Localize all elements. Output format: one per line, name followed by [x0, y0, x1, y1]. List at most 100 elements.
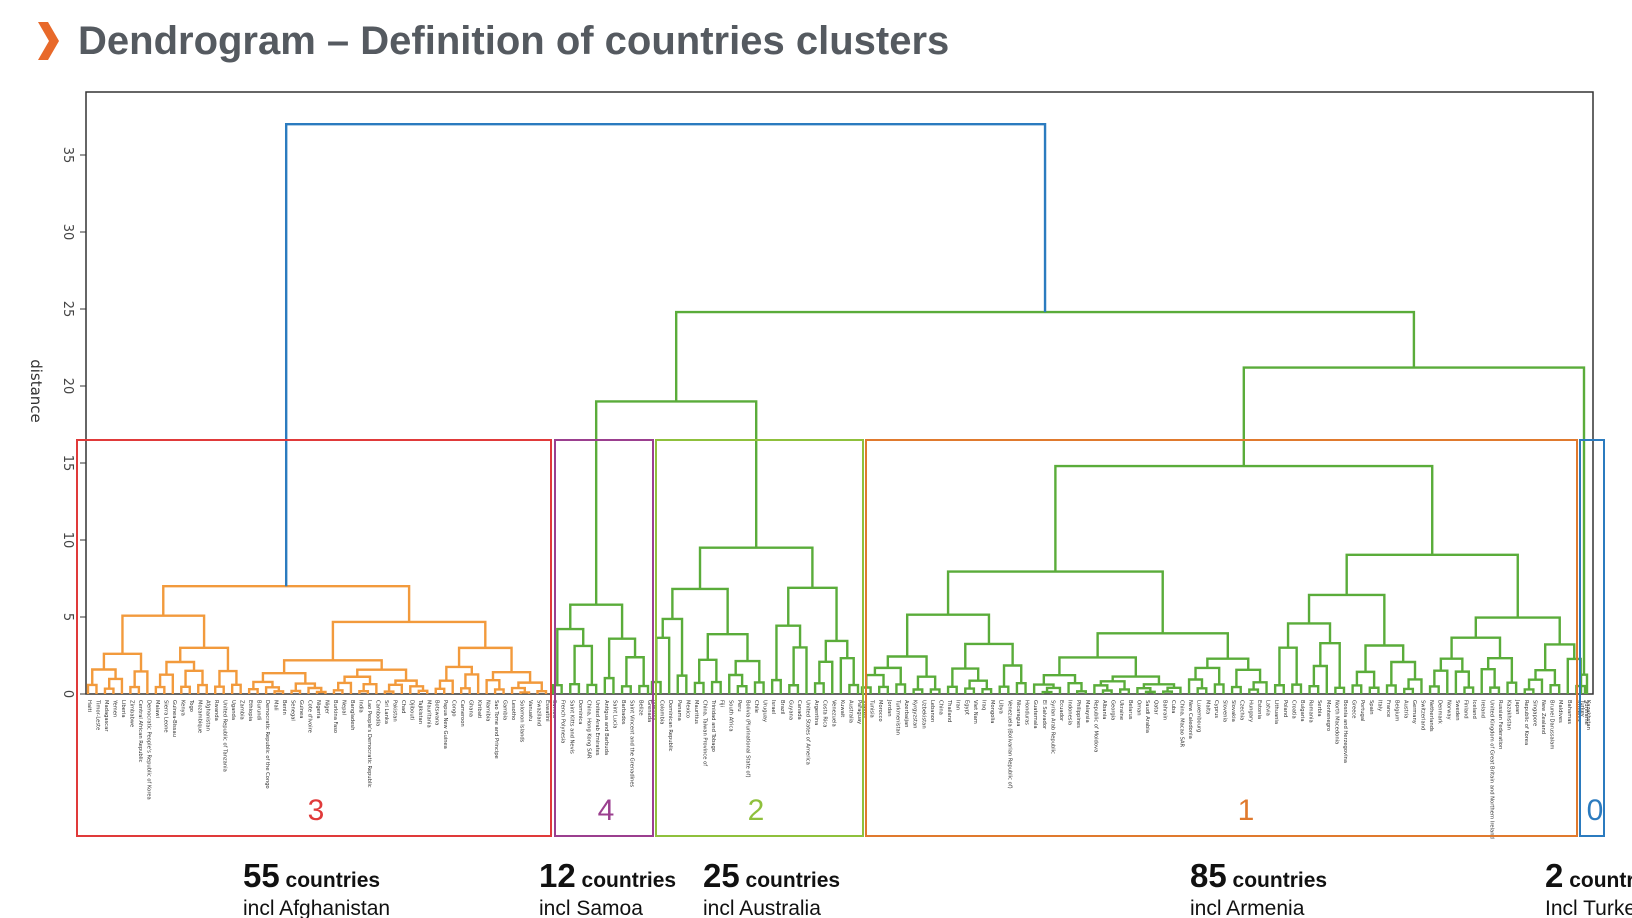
dendrogram-link: [698, 546, 814, 589]
dendrogram-link: [775, 624, 802, 681]
leaf-label: France: [1385, 700, 1391, 717]
dendrogram-link: [1489, 686, 1501, 694]
dendrogram-link: [813, 682, 825, 694]
leaf-label: Paraguay: [856, 700, 862, 724]
dendrogram-link: [865, 673, 885, 688]
dendrogram-link: [916, 675, 937, 690]
leaf-label: Rwanda: [213, 700, 219, 721]
leaf-label: Peru: [736, 700, 742, 712]
leaf-label: Azerbaijan: [903, 700, 909, 727]
leaf-label: Romania: [1308, 700, 1314, 723]
page-title: Dendrogram – Definition of countries clu…: [78, 19, 949, 63]
dendrogram-link: [1543, 643, 1576, 671]
cluster-3-label: 3: [308, 794, 325, 827]
leaf-label: Central African Republic: [137, 700, 143, 763]
dendrogram-link: [556, 627, 585, 686]
leaf-label: Panama: [676, 700, 682, 721]
leaf-label: Uganda: [230, 700, 236, 720]
dendrogram-link: [1144, 690, 1156, 694]
dendrogram-link: [273, 690, 285, 694]
leaf-label: Jordan: [886, 699, 892, 717]
leaf-label: New Caledonia: [1187, 700, 1193, 739]
y-tick-label: 25: [60, 301, 75, 318]
dendrogram-link: [1235, 668, 1262, 688]
dendrogram-link: [1111, 675, 1161, 685]
leaf-label: Cote d'Ivoire: [307, 700, 313, 733]
leaf-label: Malta: [1204, 700, 1210, 714]
dendrogram-link: [1355, 670, 1376, 688]
leaf-label: Netherlands: [1428, 700, 1434, 732]
dendrogram-link: [1486, 656, 1514, 683]
dendrogram-link: [1407, 678, 1423, 694]
dendrogram-link: [457, 646, 513, 673]
leaf-label: Belgium: [1394, 700, 1400, 721]
dendrogram-link: [676, 674, 688, 694]
leaf-label: Guinea-Bissau: [171, 700, 177, 737]
leaf-label: Zambia: [239, 700, 245, 720]
leaf-label: Bahrain: [1161, 700, 1167, 720]
dendrogram-link: [1252, 681, 1268, 694]
leaf-label: Australia: [847, 700, 853, 723]
leaf-label: Singapore: [1531, 700, 1537, 726]
dendrogram-link: [1364, 644, 1405, 672]
dendrogram-link: [753, 681, 765, 694]
leaf-label: Venezuela: [830, 700, 836, 727]
leaf-label: Mongolia: [989, 700, 995, 723]
count-number: 2: [1545, 857, 1563, 894]
dendrogram-link: [1307, 593, 1386, 646]
dendrogram-link: [710, 680, 722, 694]
dendrogram-link: [129, 685, 141, 694]
leaf-label: United Republic of Tanzania: [222, 700, 228, 772]
leaf-label: Chad: [400, 700, 406, 713]
leaf-label: Tajikistan: [417, 699, 423, 724]
dendrogram-link: [158, 673, 175, 694]
dendrogram-link: [951, 667, 980, 687]
leaf-label: Democratic People's Republic of Korea: [145, 700, 151, 800]
leaf-label: Lesotho: [510, 700, 516, 720]
dendrogram-link: [1351, 684, 1363, 694]
dendrogram-link: [493, 688, 505, 694]
dendrogram-link: [464, 673, 480, 694]
leaf-label: Dominica: [577, 700, 583, 724]
leaf-label: Cuba: [1170, 700, 1176, 713]
leaf-label: Georgia: [1110, 700, 1116, 720]
leaf-label: Bahamas: [1566, 700, 1572, 724]
leaf-label: French Polynesia: [560, 700, 566, 743]
count-number: 85: [1190, 857, 1227, 894]
dendrogram-link: [1527, 678, 1544, 694]
leaf-label: Brunei Darussalam: [1549, 700, 1555, 749]
leaf-label: Suriname: [1583, 700, 1589, 725]
leaf-label: Ukraine: [1118, 700, 1124, 720]
dendrogram-link: [1474, 616, 1561, 645]
dendrogram-link: [459, 687, 471, 694]
dendrogram-link: [1480, 667, 1496, 694]
dendrogram-link: [671, 587, 729, 635]
dendrogram-link: [1534, 668, 1557, 686]
dendrogram-link: [1273, 684, 1285, 694]
leaf-label: Russian Federation: [1497, 700, 1503, 749]
leaf-label: Saint Vincent and the Grenadines: [629, 700, 635, 788]
cluster-4-count: 12 countries: [539, 857, 676, 894]
dendrogram-link: [86, 683, 98, 694]
dendrogram-link: [1428, 685, 1440, 694]
leaf-label: Bosnia and Herzegovina: [1342, 700, 1348, 763]
cluster-3-incl: incl Afghanistan: [243, 897, 390, 918]
dendrogram-link: [1334, 686, 1346, 694]
dendrogram-link: [734, 659, 761, 683]
leaf-label: Costa Rica: [822, 700, 828, 727]
dendrogram-link: [787, 586, 838, 641]
leaf-label: Iran: [955, 700, 961, 710]
dendrogram-link: [1213, 683, 1225, 694]
leaf-label: Poland: [1282, 700, 1288, 717]
dendrogram-link: [625, 656, 645, 687]
leaf-label: Kuwait: [839, 700, 845, 717]
leaf-label: Slovakia: [1230, 700, 1236, 722]
dendrogram-link: [1119, 688, 1131, 694]
dendrogram-link: [307, 686, 323, 694]
y-axis-label: distance: [27, 359, 45, 423]
leaf-label: Chile: [753, 700, 759, 713]
cluster-2-frame: [655, 439, 864, 837]
cluster-2-incl: incl Australia: [703, 897, 821, 918]
dendrogram-link: [1506, 681, 1518, 694]
leaf-label: China: [937, 700, 943, 715]
